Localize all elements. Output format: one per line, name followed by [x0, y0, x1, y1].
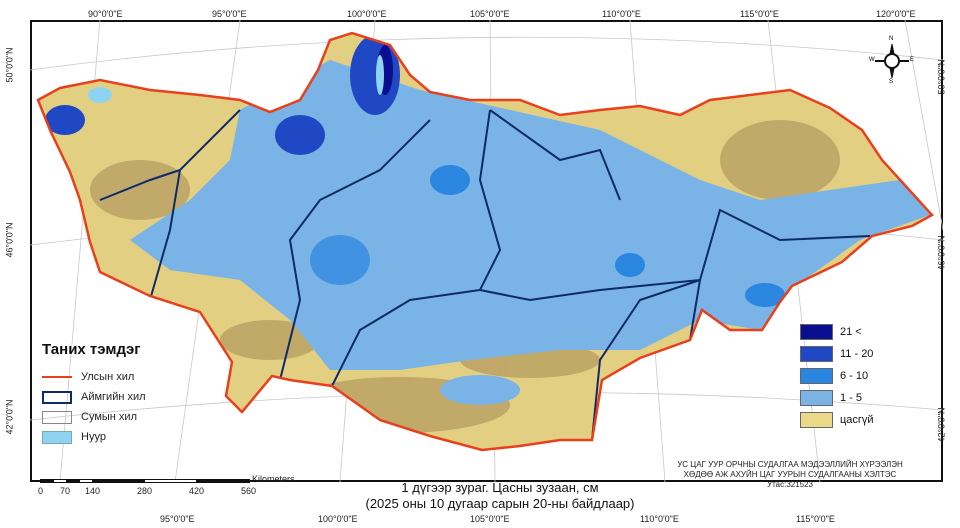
lon-label: 110°0'0"E [602, 9, 641, 19]
lon-label: 115°0'0"E [796, 514, 835, 524]
class-1-5: 1 - 5 [800, 389, 862, 407]
class-no-snow: цасгүй [800, 411, 874, 429]
lat-label: 46°0'0"N [936, 235, 947, 271]
lon-label: 120°0'0"E [876, 9, 916, 19]
lon-label: 90°0'0"E [88, 9, 123, 19]
credit-line2: ХӨДӨӨ АЖ АХУЙН ЦАГ УУРЫН СУДАЛГААНЫ ХЭЛТ… [683, 470, 897, 479]
compass-n: N [889, 36, 894, 42]
lat-label: 42°0'0"N [936, 407, 947, 443]
legend-label: Аймгийн хил [81, 391, 146, 403]
scale-tick: 560 [241, 486, 257, 496]
scale-bar [40, 479, 250, 483]
class-label: 11 - 20 [840, 348, 874, 360]
compass-s: S [889, 79, 894, 85]
class-swatch [800, 346, 833, 362]
credit-phone: Утас:321523 [766, 480, 814, 489]
class-swatch [800, 324, 833, 340]
lon-label: 100°0'0"E [347, 9, 387, 19]
scale-tick: 280 [137, 486, 153, 496]
lat-label: 50°0'0"N [4, 47, 15, 83]
red-line-icon [42, 376, 72, 378]
class-21-plus: 21 < [800, 323, 862, 341]
class-6-10: 6 - 10 [800, 367, 868, 385]
compass-e: E [910, 57, 915, 63]
legend-lake: Нуур [42, 429, 106, 445]
class-11-20: 11 - 20 [800, 345, 873, 363]
legend-aimag-border: Аймгийн хил [42, 389, 146, 405]
map-title: 1 дүгээр зураг. Цасны зузаан, см (2025 о… [300, 480, 700, 512]
scale-tick: 0 [38, 486, 44, 496]
lon-label: 105°0'0"E [470, 9, 510, 19]
compass-w: W [869, 57, 875, 63]
map-frame [30, 20, 943, 482]
legend-label: Улсын хил [81, 371, 135, 383]
sum-box-icon [42, 410, 72, 424]
class-label: 21 < [840, 326, 862, 338]
lon-label: 110°0'0"E [640, 514, 679, 524]
title-line2: (2025 оны 10 дугаар сарын 20-ны байдлаар… [365, 496, 635, 511]
class-swatch [800, 412, 833, 428]
lat-label: 46°0'0"N [4, 222, 15, 258]
scale-unit: Kilometers [252, 474, 295, 484]
credit-line1: УС ЦАГ УУР ОРЧНЫ СУДАЛГАА МЭДЭЭЛЛИЙН ХҮР… [677, 460, 903, 469]
lon-label: 105°0'0"E [470, 514, 510, 524]
lon-label: 95°0'0"E [212, 9, 247, 19]
lon-label: 95°0'0"E [160, 514, 195, 524]
credit-block: УС ЦАГ УУР ОРЧНЫ СУДАЛГАА МЭДЭЭЛЛИЙН ХҮР… [640, 460, 940, 490]
aimag-box-icon [42, 390, 72, 404]
legend-national-border: Улсын хил [42, 369, 134, 385]
class-label: цасгүй [840, 414, 874, 426]
scale-tick: 140 [85, 486, 101, 496]
class-swatch [800, 368, 833, 384]
lat-label: 50°0'0"N [936, 59, 947, 95]
legend-label: Сумын хил [81, 411, 137, 423]
legend-sum-border: Сумын хил [42, 409, 137, 425]
title-line1: 1 дүгээр зураг. Цасны зузаан, см [401, 480, 599, 495]
lake-box-icon [42, 430, 72, 444]
legend-title: Таних тэмдэг [42, 341, 141, 358]
compass-rose-icon [875, 43, 909, 79]
lon-label: 115°0'0"E [740, 9, 779, 19]
class-swatch [800, 390, 833, 406]
lat-label: 42°0'0"N [4, 399, 15, 435]
class-label: 1 - 5 [840, 392, 863, 404]
legend-label: Нуур [81, 431, 106, 443]
class-label: 6 - 10 [840, 370, 869, 382]
lon-label: 100°0'0"E [318, 514, 358, 524]
scale-tick: 70 [60, 486, 71, 496]
scale-tick: 420 [189, 486, 205, 496]
